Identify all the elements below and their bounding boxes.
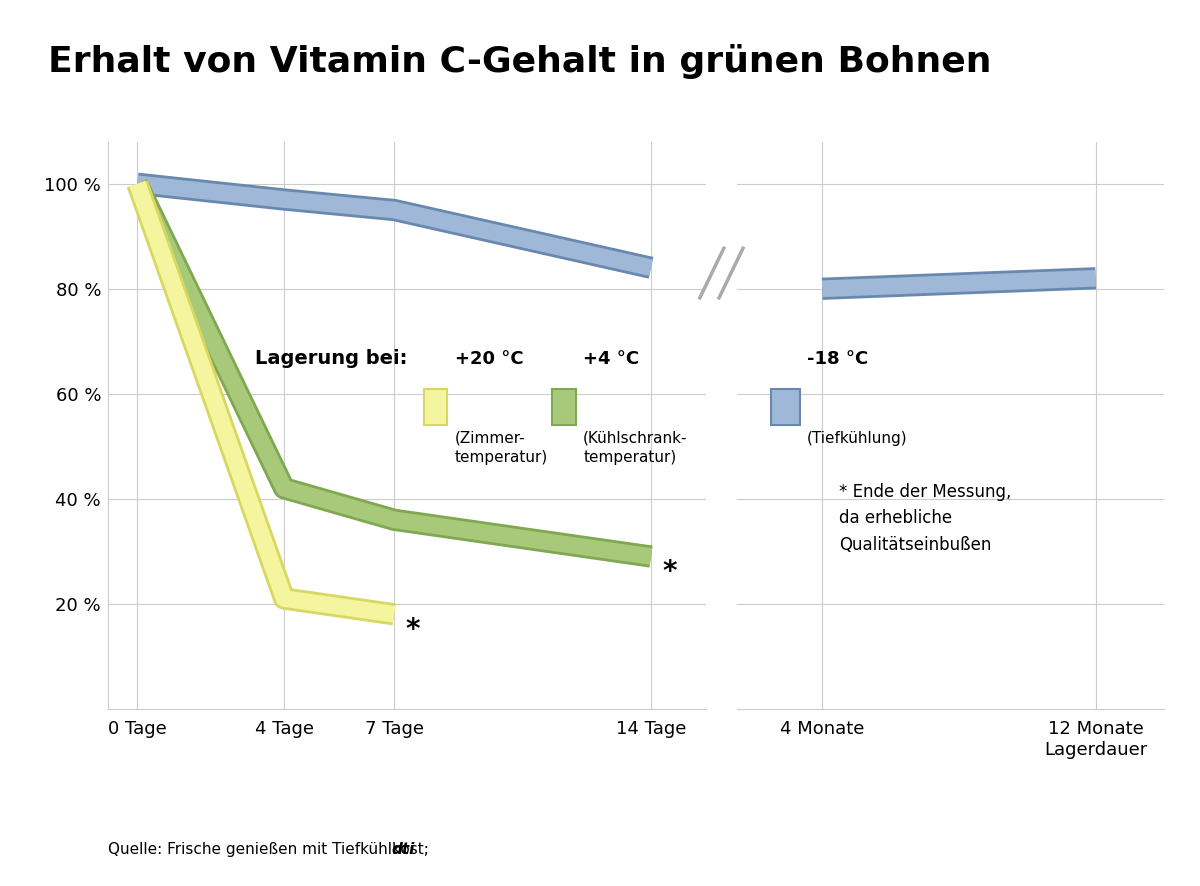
Text: (Tiefkühlung): (Tiefkühlung) bbox=[806, 431, 907, 446]
Text: +20 °C: +20 °C bbox=[455, 349, 523, 368]
Text: Erhalt von Vitamin C-Gehalt in grünen Bohnen: Erhalt von Vitamin C-Gehalt in grünen Bo… bbox=[48, 44, 991, 80]
Text: -18 °C: -18 °C bbox=[806, 349, 868, 368]
Text: Lagerung bei:: Lagerung bei: bbox=[254, 348, 407, 368]
Text: Quelle: Frische genießen mit Tiefkühlkost;: Quelle: Frische genießen mit Tiefkühlkos… bbox=[108, 842, 433, 857]
Text: *: * bbox=[662, 558, 677, 587]
Bar bbox=[424, 389, 448, 425]
Text: dti: dti bbox=[391, 842, 415, 857]
Text: * Ende der Messung,
da erhebliche
Qualitätseinbußen: * Ende der Messung, da erhebliche Qualit… bbox=[839, 483, 1012, 554]
Text: *: * bbox=[406, 616, 420, 644]
Text: +4 °C: +4 °C bbox=[583, 349, 640, 368]
Text: (Zimmer-
temperatur): (Zimmer- temperatur) bbox=[455, 431, 548, 465]
Bar bbox=[552, 389, 576, 425]
Text: (Kühlschrank-
temperatur): (Kühlschrank- temperatur) bbox=[583, 431, 688, 465]
Bar bbox=[770, 389, 800, 425]
